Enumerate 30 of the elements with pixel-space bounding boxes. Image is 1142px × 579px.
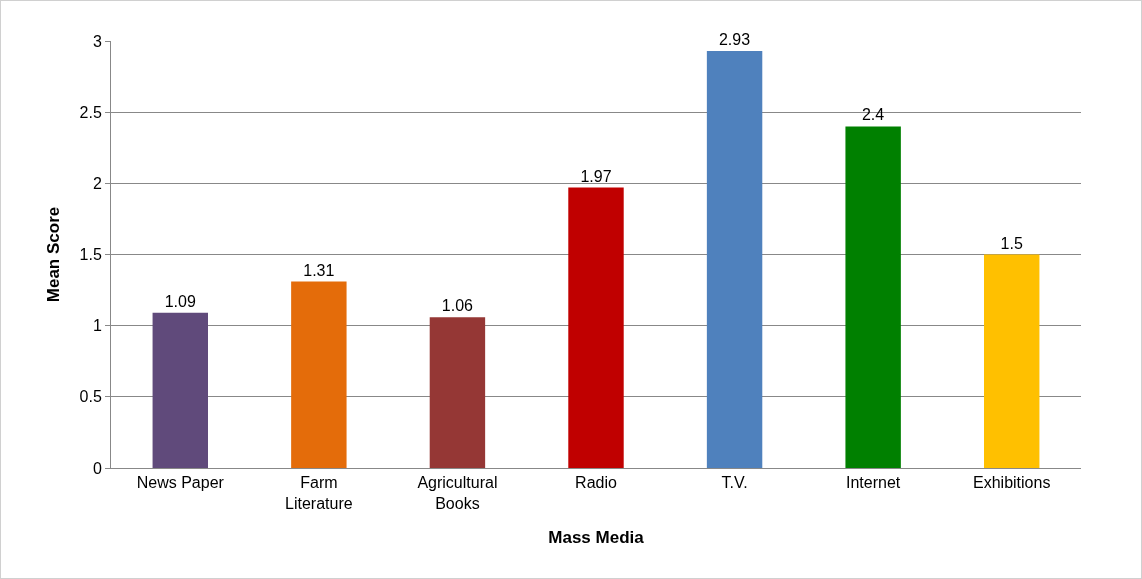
x-tick-label: Agricultural Books (417, 474, 498, 512)
bar (152, 312, 208, 468)
x-tick-label: Farm Literature (285, 474, 353, 512)
y-tick-label: 3 (92, 32, 102, 50)
y-tick-label: 2 (92, 174, 102, 192)
bar (568, 187, 624, 468)
bar (429, 317, 486, 468)
y-tick-label: 1 (92, 317, 102, 335)
bar (291, 281, 347, 468)
x-tick-label: T.V. (721, 474, 748, 492)
bar (845, 126, 901, 468)
data-label: 2.4 (861, 106, 885, 124)
y-tick-label: 0 (92, 459, 102, 477)
y-tick-label: 1.5 (79, 246, 102, 264)
data-label: 1.06 (441, 297, 474, 315)
data-label: 1.31 (303, 261, 335, 279)
x-tick-label: Radio (575, 474, 617, 492)
data-label: 2.93 (718, 30, 751, 48)
data-label: 1.97 (580, 167, 612, 185)
y-tick-label: 2.5 (79, 103, 102, 121)
x-tick-label: Exhibitions (973, 474, 1051, 492)
data-label: 1.09 (164, 292, 196, 310)
y-axis-title: Mean Score (44, 206, 64, 303)
data-label: 1.5 (1000, 234, 1023, 252)
x-tick-label: News Paper (136, 474, 225, 492)
bar (706, 50, 763, 468)
x-tick-label: Internet (846, 474, 901, 492)
bar (984, 254, 1040, 468)
y-tick-label: 0.5 (79, 388, 102, 406)
x-axis-title: Mass Media (548, 528, 645, 548)
